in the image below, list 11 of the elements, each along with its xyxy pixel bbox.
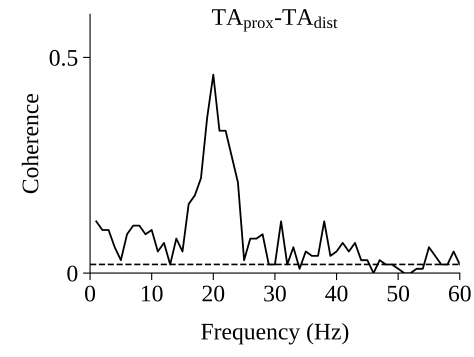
x-tick-label: 30 <box>264 286 286 302</box>
x-tick-label: 20 <box>202 286 224 302</box>
x-axis-title: Frequency (Hz) <box>201 322 348 344</box>
x-tick-label: 40 <box>325 286 348 302</box>
x-tick-label: 10 <box>142 286 163 302</box>
y-tick-label: 0.5 <box>50 50 78 66</box>
x-tick-label: 50 <box>388 286 410 302</box>
chart-title: TA$_{prox}$-TA$_{dist}$ <box>212 9 338 32</box>
x-tick-label: 0 <box>85 286 96 302</box>
x-tick-label: 60 <box>448 286 471 302</box>
y-axis-title: Coherence <box>22 94 38 194</box>
